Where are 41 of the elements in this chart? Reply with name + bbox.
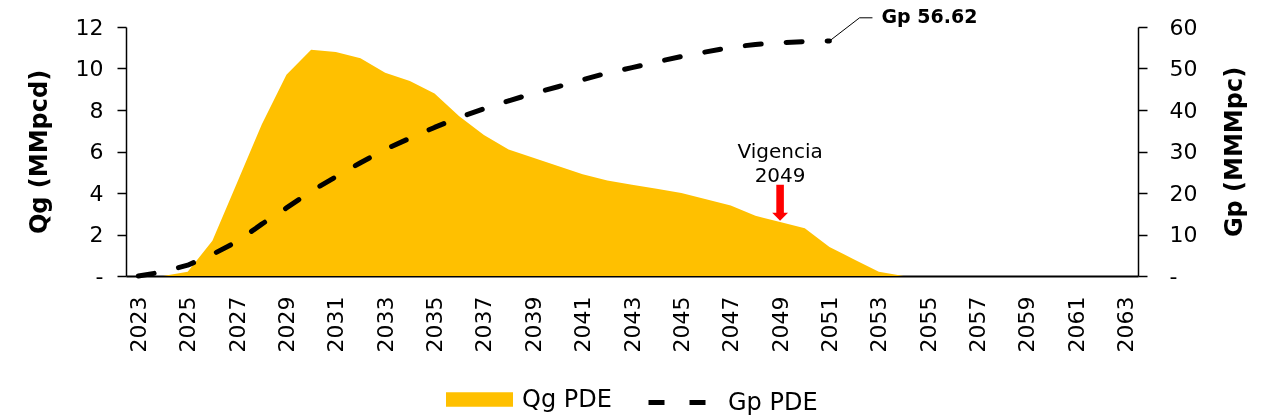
y2-tick-label: 50: [1169, 56, 1198, 81]
x-tick-label: 2047: [718, 296, 744, 353]
y-tick-label: 10: [75, 56, 104, 81]
y-tick-label: 12: [75, 14, 104, 40]
y-tick-label: -: [95, 263, 104, 289]
y2-tick-label: 60: [1169, 14, 1198, 40]
y2-tick-label: 30: [1169, 139, 1198, 164]
x-tick-label: 2059: [1014, 296, 1040, 353]
x-tick-label: 2033: [372, 296, 398, 353]
y-tick-label: 8: [89, 97, 104, 123]
y2-axis-title: Gp (MMMpc): [1220, 66, 1249, 238]
x-tick-label: 2051: [816, 296, 842, 353]
y-tick-label: 6: [89, 139, 104, 164]
y-axis-title: Qg (MMpcd): [24, 69, 53, 235]
x-tick-label: 2035: [422, 296, 448, 353]
x-tick-label: 2055: [915, 296, 941, 353]
x-tick-label: 2057: [965, 296, 991, 353]
x-tick-label: 2031: [323, 296, 349, 353]
x-tick-label: 2053: [866, 296, 892, 353]
legend-label: Qg PDE: [522, 384, 612, 413]
x-tick-label: 2029: [273, 296, 299, 353]
annotation: Vigencia 2049: [737, 138, 823, 187]
x-tick-label: 2043: [619, 296, 645, 353]
y2-tick-label: 20: [1169, 180, 1198, 206]
x-tick-label: 2025: [175, 296, 201, 353]
y2-tick-label: -: [1169, 263, 1178, 289]
data-label: Gp 56.62: [881, 5, 978, 28]
x-tick-label: 2027: [224, 296, 250, 353]
x-tick-label: 2045: [668, 296, 694, 353]
x-tick-label: 2041: [570, 296, 596, 353]
x-tick-label: 2049: [767, 296, 793, 353]
y-tick-label: 2: [89, 222, 104, 247]
y2-tick-label: 40: [1169, 97, 1198, 123]
x-tick-label: 2063: [1113, 296, 1139, 353]
y2-tick-label: 10: [1169, 222, 1198, 247]
x-tick-label: 2061: [1063, 296, 1089, 353]
x-tick-label: 2023: [125, 296, 151, 353]
y-tick-label: 4: [89, 180, 104, 206]
legend-label: Gp PDE: [728, 387, 818, 416]
x-tick-label: 2039: [520, 296, 546, 353]
x-tick-label: 2037: [471, 296, 497, 353]
